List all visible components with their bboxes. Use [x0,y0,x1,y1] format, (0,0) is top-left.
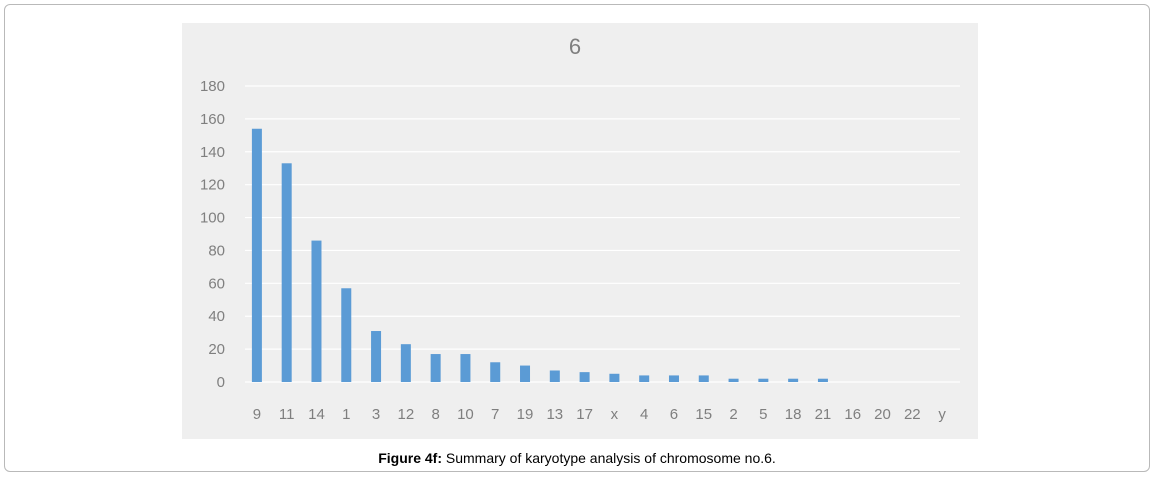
bar-14 [311,240,322,382]
bar-18 [788,378,799,382]
y-tick-label: 160 [200,111,225,128]
x-tick-label: 9 [253,406,261,423]
y-tick-label: 0 [217,374,225,391]
bar-7 [490,362,501,382]
bar-21 [817,378,828,382]
x-tick-label: 20 [874,406,891,423]
x-tick-label: 6 [670,406,678,423]
x-tick-label: 4 [640,406,648,423]
y-tick-label: 100 [200,210,225,227]
y-tick-label: 40 [208,308,225,325]
bar-4 [639,375,650,382]
x-tick-label: 18 [785,406,802,423]
bars [251,128,828,382]
bar-8 [430,354,441,382]
x-tick-label: 17 [576,406,593,423]
bar-13 [549,370,560,382]
bar-9 [251,128,262,382]
y-tick-label: 180 [200,78,225,95]
x-tick-label: 11 [279,406,295,423]
bar-x [609,373,620,382]
y-tick-label: 80 [208,242,225,259]
x-tick-label: 2 [729,406,737,423]
x-tick-label: 5 [759,406,767,423]
x-tick-label: 7 [491,406,499,423]
caption-text: Summary of karyotype analysis of chromos… [441,450,776,466]
bar-2 [728,378,739,382]
figure-caption: Figure 4f: Summary of karyotype analysis… [0,450,1154,466]
x-tick-label: 15 [695,406,712,423]
y-axis-ticks: 0 20 40 60 80 100 120 140 160 180 [200,78,225,391]
x-tick-label: 1 [342,406,350,423]
x-tick-label: 19 [517,406,534,423]
x-tick-label: 10 [457,406,474,423]
x-tick-label: 12 [398,406,415,423]
bar-3 [371,331,382,382]
x-tick-label: 8 [431,406,439,423]
x-tick-label: 14 [308,406,325,423]
figure-frame: 6 0 20 40 60 80 100 120 140 160 180 9 11 14 1 3 12 8 10 7… [4,4,1150,472]
x-tick-label: 21 [815,406,832,423]
y-tick-label: 120 [200,177,225,194]
x-tick-label: 13 [546,406,563,423]
x-tick-label: 3 [372,406,380,423]
bar-11 [281,163,292,382]
chart-title: 6 [569,34,581,59]
bar-10 [460,354,471,382]
bar-15 [698,375,709,382]
chart-area: 6 0 20 40 60 80 100 120 140 160 180 9 11 14 1 3 12 8 10 7… [182,23,978,439]
bar-17 [579,372,590,382]
bar-19 [520,365,531,382]
bar-1 [341,288,352,382]
bar-12 [400,344,411,382]
x-axis-ticks: 9 11 14 1 3 12 8 10 7 19 13 17 x 4 6 15 2 5 18 21 16 20 22 y [253,406,947,423]
y-tick-label: 140 [200,144,225,161]
x-tick-label: x [611,406,619,423]
bar-5 [758,378,769,382]
gridlines [245,85,960,383]
caption-label: Figure 4f: [378,450,442,466]
y-tick-label: 60 [208,275,225,292]
x-tick-label: 22 [904,406,921,423]
x-tick-label: y [938,406,946,423]
bar-6 [668,375,679,382]
y-tick-label: 20 [208,341,225,358]
x-tick-label: 16 [844,406,861,423]
